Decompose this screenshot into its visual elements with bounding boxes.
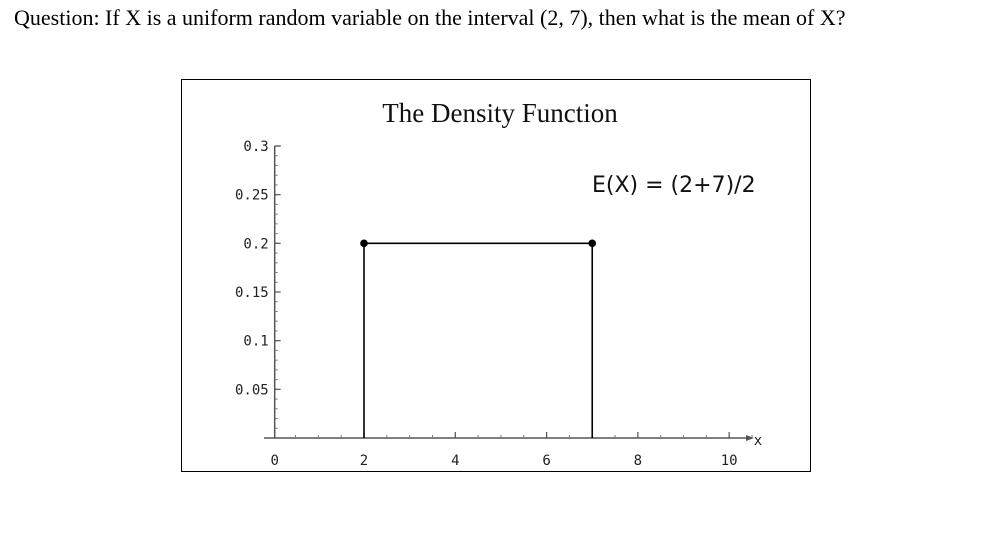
series-group (360, 239, 597, 438)
y-tick-label: 0.3 (243, 139, 268, 155)
density-line (363, 242, 594, 438)
x-tick-label: 4 (451, 453, 459, 469)
x-tick-label: 6 (542, 453, 550, 469)
chart-title: The Density Function (382, 98, 618, 128)
y-tick-label: 0.25 (235, 188, 269, 204)
x-axis-arrow (746, 435, 754, 441)
endpoint-dot (360, 239, 368, 248)
y-tick-label: 0.15 (235, 285, 269, 301)
endpoint-dot (588, 239, 597, 248)
x-axis-label: x (754, 433, 762, 449)
x-tick-label: 10 (721, 453, 738, 469)
x-tick-label: 2 (360, 453, 368, 469)
density-chart: The Density Function E(X) = (2+7)/2 0.05… (235, 98, 762, 469)
y-tick-label: 0.2 (243, 236, 268, 252)
x-tick-label: 8 (634, 453, 642, 469)
chart-frame: The Density Function E(X) = (2+7)/2 0.05… (181, 79, 811, 472)
axes: 0.05 0.1 0.15 0.2 0.25 0.3 0 2 4 6 8 10 x (235, 139, 762, 469)
chart-annotation: E(X) = (2+7)/2 (592, 173, 756, 198)
y-tick-label: 0.1 (243, 334, 268, 350)
question-text: Question: If X is a uniform random varia… (14, 5, 846, 30)
x-tick-label: 0 (270, 453, 278, 469)
y-tick-label: 0.05 (235, 382, 269, 398)
